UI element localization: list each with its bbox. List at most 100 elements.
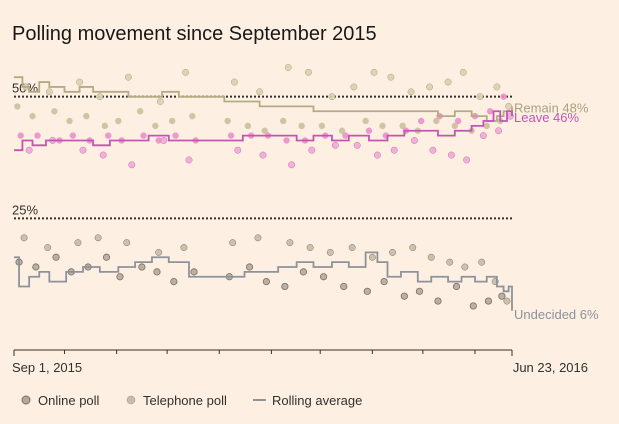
undecided-telephone-point <box>123 239 131 247</box>
leave-online-point <box>342 132 349 139</box>
remain-telephone-point <box>407 88 415 96</box>
remain-online-point <box>298 122 305 130</box>
leave-telephone-point <box>353 141 361 149</box>
series-points <box>14 64 514 310</box>
remain-online-point <box>261 127 268 134</box>
remain-telephone-point <box>124 73 132 81</box>
undecided-online-point <box>138 263 146 271</box>
undecided-telephone-point <box>326 248 334 256</box>
end-labels: Remain 48%Leave 46% Undecided 6% <box>514 100 599 321</box>
leave-telephone-point <box>410 137 418 144</box>
undecided-telephone-point <box>155 248 163 256</box>
leave-online-point <box>486 108 494 115</box>
undecided-telephone-point <box>461 263 469 271</box>
leave-telephone-point <box>79 146 87 154</box>
rolling-average-lines <box>14 76 513 311</box>
undecided-telephone-point <box>180 244 188 251</box>
remain-telephone-point <box>304 68 312 76</box>
leave-telephone-point <box>99 151 107 159</box>
x-tick-label-end: Jun 23, 2016 <box>513 360 588 375</box>
remain-online-point <box>115 117 122 125</box>
undecided-telephone-point <box>44 244 52 251</box>
remain-telephone-point <box>493 83 501 91</box>
undecided-telephone-point <box>503 297 511 305</box>
remain-online-point <box>101 122 109 130</box>
leave-online-point <box>140 132 147 139</box>
undecided-telephone-point <box>74 239 82 247</box>
undecided-telephone-point <box>368 253 376 261</box>
remain-online-point <box>224 117 231 125</box>
undecided-telephone-point <box>254 234 262 242</box>
legend-online-label: Online poll <box>38 393 100 408</box>
leave-end-label: Leave 46% <box>514 110 579 125</box>
leave-telephone-point <box>308 146 316 154</box>
leave-telephone-point <box>495 127 502 135</box>
undecided-online-point <box>245 263 254 271</box>
chart-title: Polling movement since September 2015 <box>12 23 377 45</box>
remain-rolling-average-line <box>14 76 513 122</box>
remain-online-point <box>29 112 36 120</box>
reference-label-25: 25% <box>12 202 38 217</box>
undecided-end-label: Undecided 6% <box>514 307 599 322</box>
leave-telephone-point <box>479 132 487 140</box>
leave-online-point <box>17 132 24 139</box>
reference-lines: 50%25% <box>12 81 512 220</box>
legend-telephone-label: Telephone poll <box>143 393 227 408</box>
undecided-online-point <box>484 297 493 305</box>
remain-telephone-point <box>370 68 378 76</box>
legend-online-marker <box>21 395 31 405</box>
undecided-telephone-point <box>306 244 314 251</box>
leave-telephone-point <box>429 146 437 154</box>
remain-end-label: Remain 48% <box>514 100 589 115</box>
remain-online-point <box>399 122 406 130</box>
leave-telephone-point <box>128 161 136 169</box>
x-axis <box>13 349 513 356</box>
remain-telephone-point <box>156 98 164 105</box>
undecided-telephone-point <box>94 234 102 242</box>
leave-online-point <box>283 137 290 144</box>
remain-telephone-point <box>387 73 395 81</box>
leave-online-point <box>365 127 373 134</box>
leave-online-point <box>105 132 112 139</box>
leave-online-point <box>500 93 507 100</box>
remain-online-point <box>189 112 196 120</box>
undecided-online-point <box>52 253 60 261</box>
undecided-online-point <box>32 263 40 271</box>
leave-online-point <box>69 132 77 139</box>
remain-online-point <box>83 112 90 120</box>
remain-online-point <box>14 103 21 110</box>
remain-telephone-point <box>328 93 336 101</box>
leave-online-point <box>172 132 179 139</box>
legend-rolling-label: Rolling average <box>272 393 362 408</box>
undecided-telephone-point <box>348 244 356 251</box>
leave-telephone-point <box>463 156 471 164</box>
undecided-online-point <box>452 282 461 291</box>
leave-online-point <box>155 137 162 144</box>
undecided-telephone-point <box>478 258 486 266</box>
remain-telephone-point <box>256 88 264 96</box>
remain-online-point <box>483 122 490 130</box>
undecided-online-point <box>262 277 270 286</box>
remain-telephone-point <box>76 78 84 86</box>
remain-online-point <box>338 127 346 134</box>
leave-telephone-point <box>259 151 267 159</box>
leave-online-point <box>34 132 41 139</box>
remain-online-point <box>244 122 252 130</box>
undecided-online-point <box>299 268 307 276</box>
remain-telephone-point <box>444 78 452 86</box>
undecided-online-point <box>469 302 477 310</box>
undecided-online-point <box>153 268 161 276</box>
undecided-telephone-point <box>229 239 237 247</box>
undecided-telephone-point <box>446 258 454 266</box>
remain-online-point <box>433 117 440 125</box>
remain-online-point <box>379 122 386 130</box>
undecided-online-point <box>170 277 178 286</box>
undecided-online-point <box>380 277 388 286</box>
leave-online-point <box>227 132 235 139</box>
remain-telephone-point <box>476 93 484 101</box>
leave-telephone-point <box>373 151 381 159</box>
undecided-online-point <box>102 253 111 261</box>
remain-telephone-point <box>459 68 467 76</box>
undecided-online-point <box>363 287 371 295</box>
